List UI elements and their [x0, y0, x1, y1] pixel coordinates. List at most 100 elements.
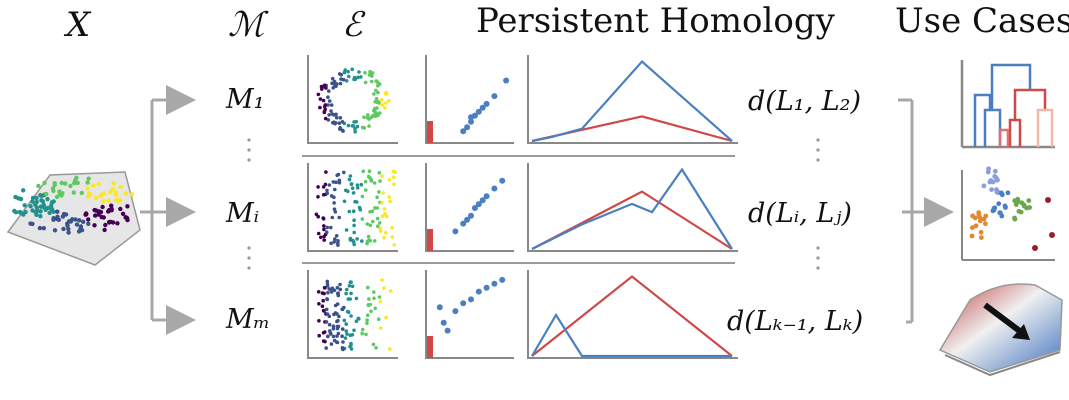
embedding-point [359, 75, 363, 79]
input-point [66, 226, 71, 232]
input-point [74, 222, 80, 227]
input-point [54, 194, 60, 200]
distance-label-1: d(L₁, L₂) [748, 86, 861, 117]
embedding-point [385, 92, 389, 96]
embedding-point [340, 334, 344, 339]
embedding-point [331, 326, 336, 331]
cluster-point [994, 187, 999, 193]
embedding-point [325, 225, 330, 230]
embedding-point [324, 320, 329, 324]
input-point [78, 224, 84, 229]
persistence-landscape [527, 163, 738, 252]
embedding-point [347, 209, 352, 214]
embedding-point [330, 76, 335, 81]
embedding-point [323, 286, 327, 290]
embedding-point [361, 169, 366, 174]
model-label-1: M₁ [225, 84, 264, 115]
embedding-point [366, 303, 371, 307]
input-point [12, 208, 17, 214]
persistence-point [499, 177, 506, 184]
embedding-point [322, 224, 326, 228]
embedding-point [384, 101, 388, 105]
embedding-point [375, 195, 379, 200]
cluster-point [969, 233, 975, 239]
embedding-point [323, 103, 328, 107]
embedding-point [327, 322, 332, 327]
persistence-point [475, 288, 482, 295]
embedding-point [329, 194, 334, 198]
embedding-point [374, 97, 379, 101]
input-point [111, 181, 116, 186]
input-point [33, 202, 38, 207]
use-case-dendrogram [960, 60, 1055, 149]
input-point [108, 190, 113, 195]
embedding-point [371, 219, 375, 224]
embedding-point [388, 347, 392, 351]
input-point [96, 181, 102, 187]
embedding-point [376, 90, 380, 95]
embedding-point [335, 291, 340, 296]
embedding-point [384, 214, 389, 219]
row-separators [302, 155, 735, 264]
embedding-point [321, 298, 326, 303]
persistence-point [452, 228, 459, 235]
persistence-point [471, 205, 478, 211]
embedding-point [323, 107, 328, 112]
embedding-point [376, 224, 380, 228]
landscape-blue-line [531, 59, 733, 143]
input-point [96, 209, 101, 214]
embedding-point [324, 230, 329, 234]
embedding-point [367, 297, 371, 301]
input-point [113, 192, 119, 197]
embedding-point [344, 291, 348, 296]
embedding-point [333, 311, 338, 315]
embedding-point [353, 127, 357, 131]
embedding-point [352, 218, 356, 222]
embedding-point [372, 106, 377, 111]
input-point [71, 190, 77, 195]
embedding-point [378, 326, 383, 330]
input-point [38, 214, 43, 219]
input-point [28, 204, 33, 209]
input-point [61, 226, 66, 232]
embedding-point [322, 84, 326, 89]
input-point [40, 199, 46, 204]
input-point [120, 211, 126, 216]
header-e: ℰ [342, 5, 366, 45]
embedding-point [338, 287, 343, 292]
embedding-point [364, 188, 368, 192]
persistence-point [464, 216, 471, 223]
embedding-point [317, 302, 321, 306]
embedding-point [352, 328, 356, 333]
persistence-point [444, 327, 451, 334]
embedding-point [357, 70, 361, 74]
embedding-point [363, 71, 367, 75]
embedding-point [350, 284, 355, 289]
persistence-point [503, 77, 510, 84]
outlier-point [1049, 232, 1055, 238]
embedding-point [352, 230, 357, 235]
model-label-m: Mₘ [225, 304, 270, 335]
input-point [86, 191, 92, 196]
embedding-point [336, 331, 341, 336]
embedding-point [341, 340, 345, 344]
input-point [86, 176, 91, 181]
input-point [30, 199, 35, 204]
embedding-point [377, 295, 382, 299]
embedding-point [333, 113, 338, 117]
embedding-point [332, 338, 337, 343]
embedding-point [314, 212, 319, 217]
embedding-point [339, 73, 344, 77]
input-point [36, 183, 41, 189]
input-point [66, 230, 71, 235]
input-point [55, 216, 60, 222]
embedding-point [379, 98, 384, 102]
embedding-point [326, 290, 330, 295]
embedding-point [366, 285, 370, 290]
input-point [21, 188, 26, 193]
input-point [99, 214, 104, 220]
input-point [73, 217, 78, 222]
cluster-point [981, 183, 987, 189]
embedding-point [341, 77, 346, 82]
embedding-point [374, 79, 379, 83]
